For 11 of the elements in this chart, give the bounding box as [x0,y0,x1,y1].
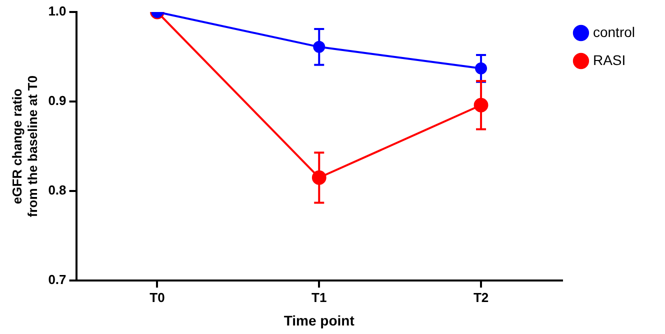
y-tick-label: 1.0 [48,4,66,19]
y-axis-title: eGFR change ratio from the baseline at T0 [9,76,40,218]
x-tick-label: T0 [150,290,165,305]
legend-label: control [592,24,636,40]
x-tick-label: T2 [473,290,489,305]
y-tick-label: 0.7 [48,272,66,288]
y-tick-label: 0.9 [48,93,66,108]
x-axis-title: Time point [284,312,355,328]
y-tick-label: 0.8 [48,182,66,198]
legend-label: RASI [592,52,626,68]
x-tick-label: T1 [312,290,327,305]
